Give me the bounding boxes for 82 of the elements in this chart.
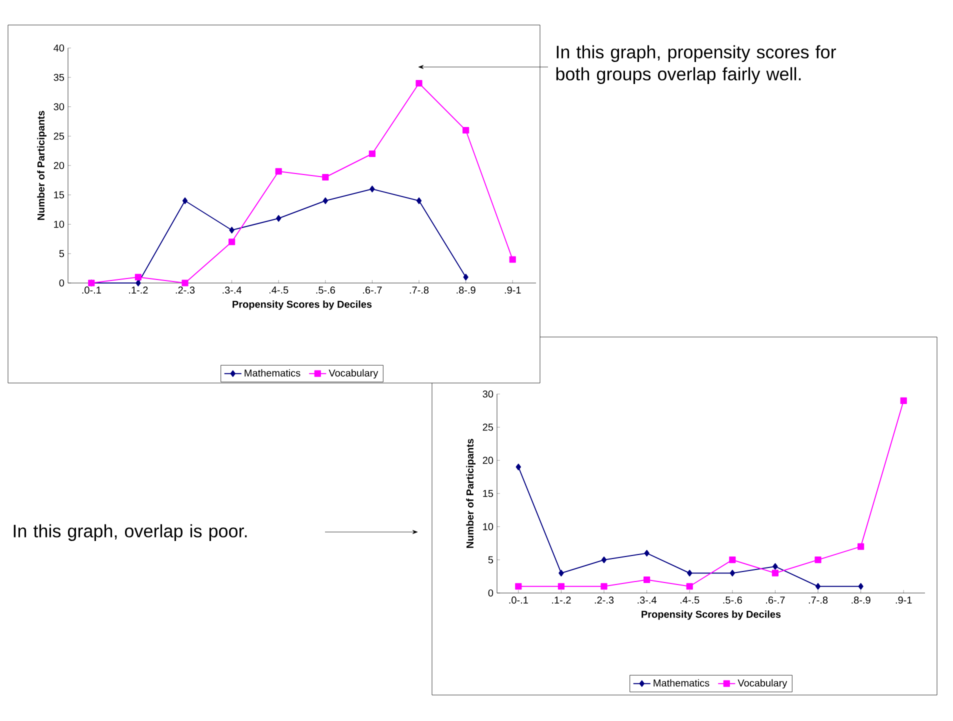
- point: [275, 168, 282, 175]
- x-tick-label: .9-1: [504, 286, 521, 294]
- x-tick-label: .9-1: [896, 596, 912, 604]
- x-tick-label: .0-.1: [82, 286, 101, 294]
- y-axis-title: Number of Participants: [37, 110, 46, 220]
- y-tick-label: 35: [54, 74, 64, 81]
- x-tick-label: .8-.9: [852, 596, 870, 604]
- x-tick-label: .5-.6: [723, 596, 742, 604]
- point: [687, 570, 692, 576]
- x-axis-title: Propensity Scores by Deciles: [232, 300, 372, 310]
- legend-label: Mathematics: [244, 369, 300, 377]
- point: [686, 583, 693, 590]
- point: [900, 397, 907, 404]
- point: [601, 556, 607, 564]
- y-tick-label: 40: [54, 44, 64, 52]
- point: [228, 238, 236, 246]
- point: [416, 197, 422, 204]
- point: [815, 583, 821, 590]
- point: [276, 215, 282, 222]
- x-tick-label: .7-.8: [808, 596, 828, 604]
- x-tick-label: .6-.7: [766, 596, 785, 604]
- x-tick-label: .5-.6: [316, 286, 335, 294]
- y-tick-label: 15: [483, 490, 494, 497]
- x-tick-label: .4-.5: [680, 596, 700, 604]
- y-tick-label: 20: [482, 456, 494, 464]
- point: [772, 570, 779, 576]
- y-tick-label: 10: [54, 220, 64, 228]
- x-tick-label: .8-.9: [456, 286, 476, 294]
- legend-label: Vocabulary: [328, 369, 378, 379]
- point: [229, 226, 234, 234]
- legend-label: Vocabulary: [738, 679, 788, 689]
- text: In this graph, overlap is poor.: [14, 524, 247, 541]
- legend-label: Mathematics: [654, 679, 710, 687]
- x-tick-label: .1-.2: [129, 286, 148, 294]
- text: In this graph, propensity scores for both groups overlap fairly well.: [556, 45, 836, 84]
- y-tick-label: 0: [59, 279, 64, 287]
- point: [509, 256, 516, 263]
- point: [370, 186, 375, 192]
- point: [858, 583, 864, 590]
- point: [515, 583, 522, 590]
- y-tick-label: 15: [54, 191, 64, 198]
- point: [644, 550, 650, 557]
- y-tick-label: 20: [54, 162, 64, 170]
- x-tick-label: .1-.2: [552, 596, 571, 604]
- point: [322, 174, 329, 181]
- point: [858, 543, 864, 550]
- point: [600, 583, 608, 590]
- point: [463, 274, 468, 280]
- y-tick-label: 30: [482, 390, 494, 398]
- x-tick-label: .0-.1: [509, 596, 528, 604]
- point: [558, 583, 565, 590]
- point: [772, 563, 778, 570]
- point: [368, 150, 376, 158]
- point: [814, 556, 822, 564]
- point: [182, 280, 188, 286]
- x-axis-title: Propensity Scores by Deciles: [642, 610, 781, 620]
- x-tick-label: .2-.3: [594, 596, 614, 604]
- point: [134, 274, 142, 280]
- point: [516, 464, 522, 470]
- y-tick-label: 10: [483, 523, 494, 530]
- y-tick-label: 0: [488, 589, 494, 597]
- x-tick-label: .6-.7: [363, 286, 382, 294]
- point: [730, 570, 736, 576]
- y-tick-label: 30: [54, 103, 64, 110]
- y-tick-label: 25: [482, 424, 494, 431]
- x-tick-label: .2-.3: [176, 286, 195, 294]
- y-tick-label: 25: [54, 132, 64, 140]
- x-tick-label: .4-.5: [270, 286, 288, 294]
- point: [644, 576, 650, 584]
- y-tick-label: 5: [59, 250, 64, 258]
- point: [462, 126, 470, 134]
- point: [136, 280, 141, 286]
- point: [729, 556, 736, 564]
- x-tick-label: .3-.4: [638, 596, 657, 604]
- x-tick-label: .3-.4: [222, 286, 242, 294]
- point: [322, 197, 328, 204]
- y-axis-title: Number of Participants: [466, 438, 476, 548]
- x-tick-label: .7-.8: [410, 286, 429, 294]
- y-tick-label: 5: [488, 556, 494, 564]
- point: [558, 570, 564, 576]
- point: [182, 197, 188, 204]
- point: [416, 80, 422, 87]
